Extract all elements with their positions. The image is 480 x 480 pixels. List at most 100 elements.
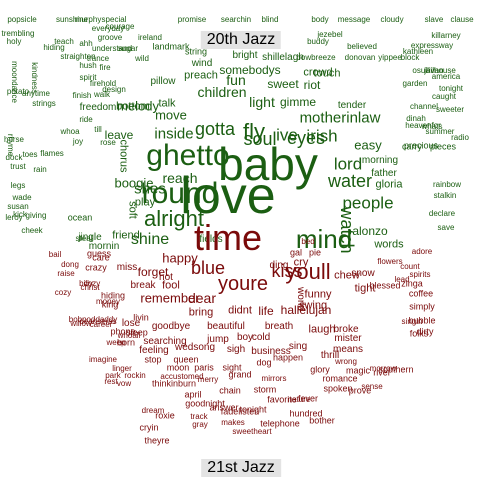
word-horse: horse <box>3 135 25 144</box>
word-imagine: imagine <box>88 355 118 364</box>
word-breath: breath <box>264 321 294 332</box>
word-fly: fly <box>243 119 265 144</box>
word-river: river <box>373 367 391 378</box>
word-ahh: ahh <box>79 39 93 48</box>
word-makes: makes <box>221 418 245 427</box>
word-flames: flames <box>40 149 64 158</box>
word-bright: bright <box>232 50 258 61</box>
word-world: world <box>295 287 306 311</box>
word-time: time <box>193 217 263 258</box>
word-nature: nature <box>287 395 311 404</box>
word-beautiful: beautiful <box>207 321 245 332</box>
word-queen: queen <box>173 354 199 365</box>
word-blessed: blessed <box>369 280 401 291</box>
word-deanseras: deanseras <box>79 317 117 326</box>
word-rain: rain <box>33 165 47 174</box>
word-boy: boy <box>236 332 254 343</box>
word-happen: happen <box>272 352 304 363</box>
word-lose: lose <box>121 318 141 329</box>
word-rockin: rockin <box>124 371 146 380</box>
word-tonight: tonight <box>239 404 267 415</box>
word-baby: baby <box>218 138 318 190</box>
word-somebodys: somebodys <box>219 63 281 77</box>
word-hiding: hiding <box>100 290 126 301</box>
word-sleep: sleep <box>126 327 148 338</box>
word-dong: dong <box>61 260 79 269</box>
word-pieces: pieces <box>429 141 457 152</box>
word-ghetto: ghetto <box>146 139 230 172</box>
word-water: water <box>327 171 373 191</box>
word-southern: southern <box>378 364 414 375</box>
word-promise: promise <box>177 15 207 24</box>
word-thrill: thrill <box>320 350 340 361</box>
word-born: born <box>116 337 136 348</box>
word-till: till <box>94 125 102 134</box>
word-boogie: boogie <box>114 175 154 191</box>
word-inside: inside <box>154 125 194 143</box>
word-jump: jump <box>207 334 229 345</box>
word-spirits: spirits <box>409 270 431 279</box>
word-raise: raise <box>57 269 75 278</box>
word-morning: morning <box>361 155 399 166</box>
word-sweet: sweet <box>267 77 299 91</box>
word-rest: rest <box>104 377 118 386</box>
word-sugar: sugar <box>117 44 139 53</box>
word-billy: billy <box>79 279 93 288</box>
word-courage: courage <box>105 22 135 31</box>
word-cloudy: cloudy <box>380 15 404 24</box>
word-play: play <box>134 196 156 209</box>
word-gloria: gloria <box>375 178 403 191</box>
word-channel: channel <box>409 102 439 111</box>
word-leave: leave <box>104 128 134 142</box>
word-coffee: coffee <box>408 288 434 299</box>
word-goodnight: goodnight <box>185 398 225 409</box>
word-hallelujah: hallelujah <box>280 303 332 317</box>
word-chain: chain <box>219 385 241 396</box>
word-ive: ive <box>276 125 298 145</box>
word-sweetheart: sweetheart <box>232 427 272 436</box>
word-carry: carry <box>402 141 422 152</box>
word-spirit: spirit <box>79 73 97 82</box>
word-wind: wind <box>191 58 213 69</box>
word-accustomed: accustomed <box>160 372 204 381</box>
word-pie: pie <box>308 247 322 258</box>
word-singin: singin <box>401 317 423 326</box>
word-groove: groove <box>97 33 123 42</box>
word-sigh: sigh <box>226 344 246 355</box>
word-heavenfor: heavenfor <box>405 121 441 130</box>
word-fadelisten: fadelisten <box>220 406 260 417</box>
word-laugh: laugh <box>308 323 336 336</box>
word-crowd: crowd <box>303 66 333 79</box>
word-garden: garden <box>402 79 428 88</box>
word-mornin: mornin <box>88 241 120 252</box>
word-slave: slave <box>424 15 444 24</box>
word-swing: swing <box>298 299 328 312</box>
word-means: means <box>332 344 364 355</box>
word-happy: happy <box>162 250 198 266</box>
word-wade: wade <box>12 193 32 202</box>
word-park: park <box>105 371 121 380</box>
word-america: america <box>431 72 461 81</box>
word-miss: miss <box>116 262 138 273</box>
word-whoall: whoall <box>117 331 141 340</box>
word-dinah: dinah <box>406 114 426 123</box>
word-declare: declare <box>428 209 456 218</box>
word-gimme: gimme <box>279 95 317 109</box>
word-round: round <box>141 177 219 210</box>
word-sweeter: sweeter <box>435 105 465 114</box>
word-legs: legs <box>10 181 26 190</box>
word-forget: forget <box>137 265 169 279</box>
word-blind: blind <box>261 15 279 24</box>
word-lead: lead <box>394 275 410 284</box>
word-hiding: hiding <box>43 43 65 52</box>
word-mind: mind <box>295 224 353 254</box>
word-light: light <box>249 94 275 110</box>
word-thinkin: thinkin <box>151 378 179 389</box>
word-fire: fire <box>99 63 111 72</box>
word-chorus: chorus <box>117 139 130 173</box>
word-mister: mister <box>334 333 362 344</box>
word-finish: finish <box>72 91 92 100</box>
word-stop: stop <box>144 354 162 365</box>
word-phone: phone <box>110 326 136 337</box>
word-cozy: cozy <box>83 279 101 288</box>
